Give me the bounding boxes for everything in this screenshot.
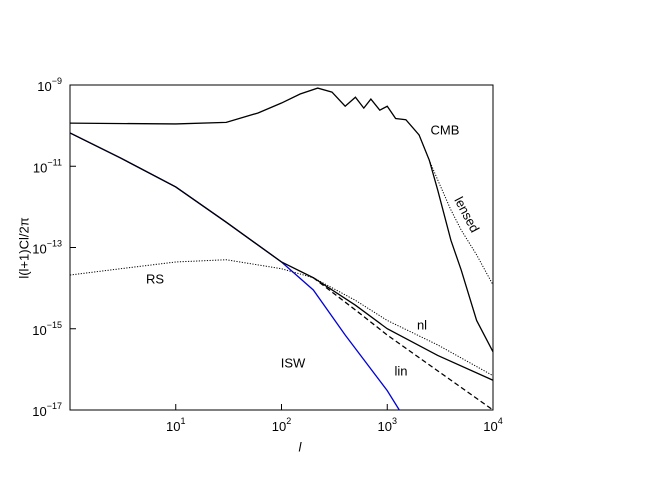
x-tick-label: 101 — [166, 416, 185, 434]
series-line — [418, 134, 494, 286]
x-tick-label: 103 — [378, 416, 397, 434]
x-axis-label: l — [299, 439, 303, 454]
series-line — [69, 132, 400, 411]
y-tick-label: 10−9 — [37, 76, 62, 94]
annotation: lin — [394, 363, 407, 378]
annotation: CMB — [431, 122, 460, 137]
series-line — [69, 132, 494, 381]
series-line — [69, 87, 494, 353]
annotation: nl — [417, 317, 427, 332]
y-axis-label: l(l+1)Cl/2π — [16, 217, 31, 278]
y-tick-label: 10−13 — [32, 239, 62, 257]
annotation: lensed — [451, 194, 482, 235]
y-tick-label: 10−15 — [32, 320, 62, 338]
series-line — [312, 277, 494, 411]
y-tick-label: 10−17 — [32, 401, 62, 419]
annotation: RS — [146, 271, 164, 286]
annotation: ISW — [281, 355, 306, 370]
x-tick-label: 104 — [483, 416, 502, 434]
series-line — [69, 259, 494, 377]
y-tick-label: 10−11 — [33, 158, 62, 176]
x-tick-label: 102 — [272, 416, 291, 434]
